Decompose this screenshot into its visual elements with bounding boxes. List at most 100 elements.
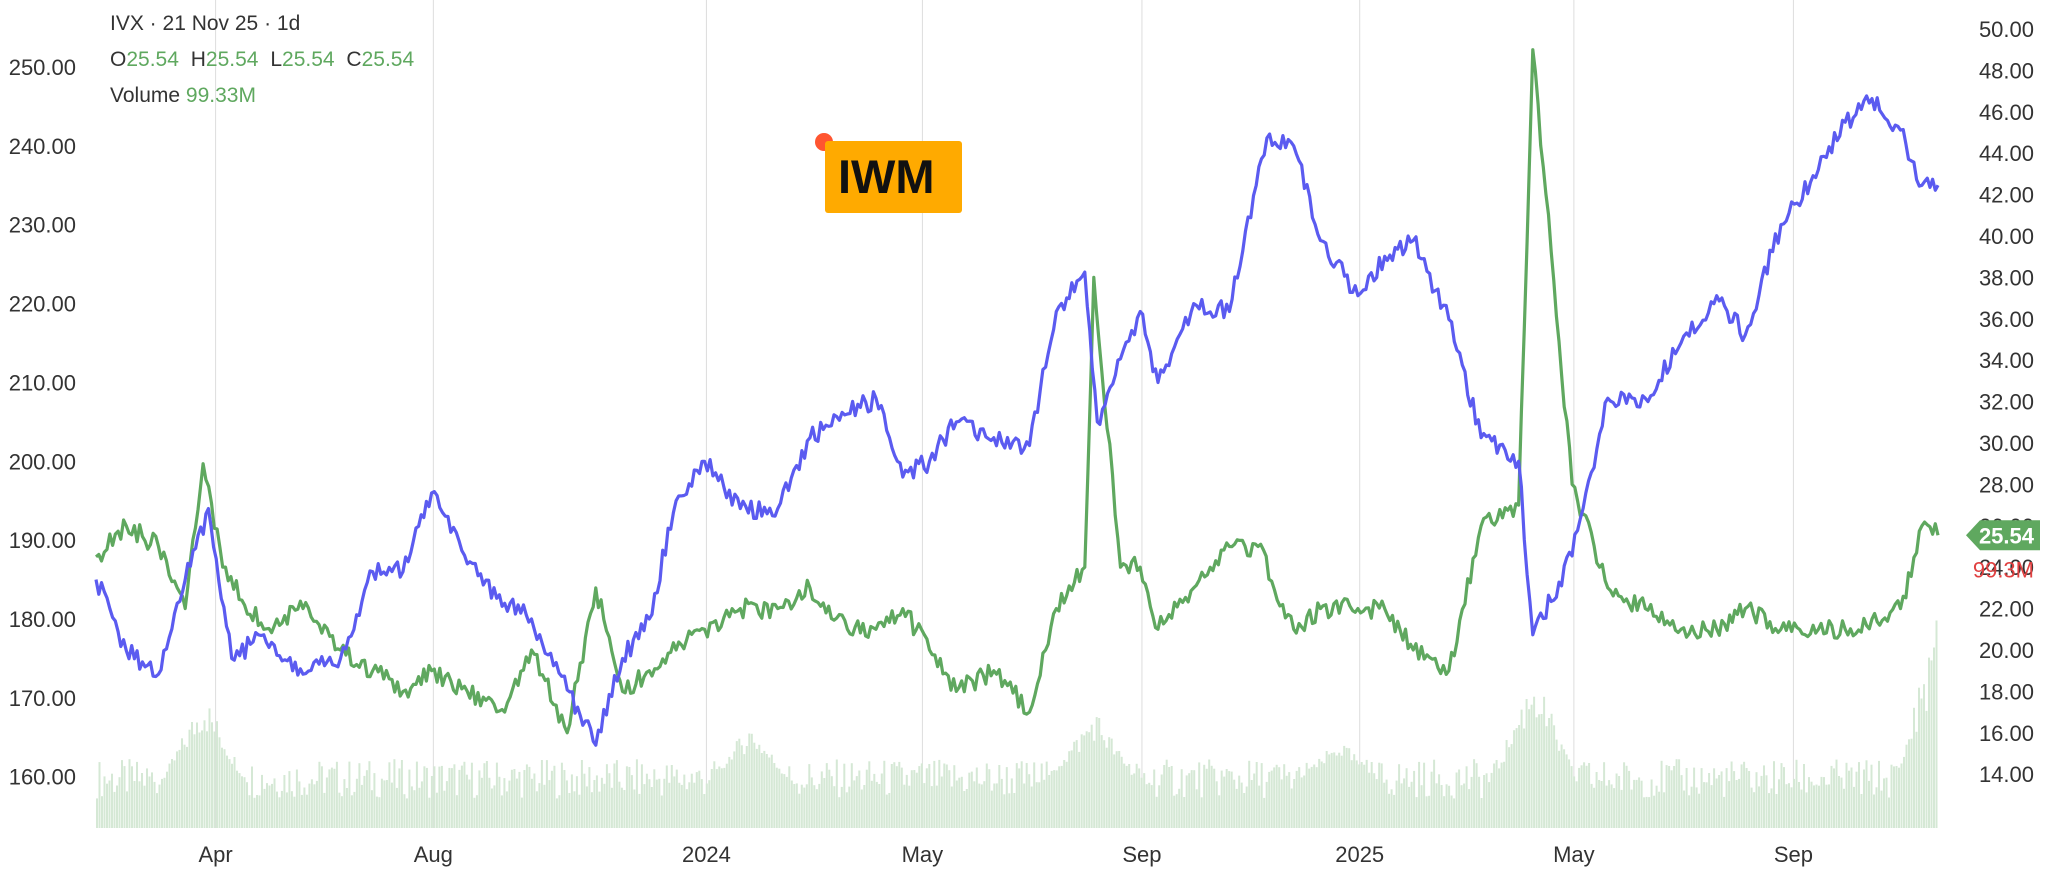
volume-bar	[688, 782, 691, 828]
volume-bar	[1345, 747, 1348, 828]
volume-bar	[540, 760, 543, 828]
left-axis-tick-5: 210.00	[9, 370, 76, 395]
volume-bar	[1035, 782, 1038, 828]
volume-bar	[151, 772, 153, 828]
volume-bar	[1243, 793, 1246, 828]
volume-bar	[1558, 750, 1561, 828]
volume-bar	[465, 774, 468, 828]
volume-bar	[1865, 760, 1868, 828]
volume-bar	[133, 781, 136, 828]
volume-bar	[108, 780, 111, 828]
volume-bar	[1438, 774, 1441, 828]
volume-bar	[1363, 764, 1366, 828]
x-axis: Apr Aug 2024 May Sep 2025 May Sep	[198, 842, 1813, 867]
volume-bar	[1853, 786, 1855, 828]
volume-bar	[1003, 794, 1006, 828]
volume-bar	[823, 778, 826, 828]
volume-bar	[880, 773, 883, 828]
volume-bar	[988, 769, 991, 828]
volume-bar	[853, 780, 856, 828]
symbol-badge[interactable]: IWM	[825, 141, 962, 213]
volume-bar	[1900, 763, 1903, 828]
volume-bar	[1248, 760, 1251, 828]
volume-bar	[106, 783, 108, 828]
volume-bar	[1715, 778, 1718, 828]
volume-bar	[778, 768, 781, 828]
volume-bar	[166, 771, 168, 828]
volume-bar	[715, 769, 718, 828]
volume-bar	[1453, 798, 1456, 828]
volume-bar	[1875, 787, 1878, 828]
volume-bar	[548, 780, 551, 828]
volume-bar	[490, 788, 493, 828]
volume-bar	[1475, 763, 1478, 828]
volume-bar	[1268, 771, 1271, 828]
volume-bar	[993, 783, 996, 828]
volume-bar	[1348, 748, 1351, 828]
volume-bar	[1153, 769, 1156, 828]
volume-bar	[1888, 797, 1890, 828]
volume-bar	[720, 768, 723, 828]
volume-bar	[610, 787, 613, 828]
volume-bar	[1765, 775, 1768, 828]
volume-bar	[1895, 766, 1898, 828]
ohlc-value-high: 25.54	[205, 48, 259, 71]
volume-bar	[870, 780, 873, 828]
volume-bar	[290, 791, 293, 828]
volume-bar	[780, 773, 783, 828]
volume-bar	[1893, 766, 1895, 828]
volume-bar	[890, 764, 893, 828]
volume-bar	[156, 793, 158, 828]
volume-bar	[1653, 795, 1656, 828]
volume-bar	[1118, 751, 1121, 828]
volume-bar	[1430, 771, 1433, 828]
volume-bar	[1668, 766, 1671, 828]
volume-bar	[845, 792, 848, 828]
volume-bar	[765, 754, 768, 828]
volume-bar	[1608, 780, 1611, 828]
volume-bar	[1745, 768, 1748, 828]
volume-bar	[645, 773, 648, 828]
volume-bar	[233, 757, 236, 828]
ohlc-value-open: 25.54	[126, 48, 179, 71]
volume-bar	[965, 789, 968, 828]
volume-bar	[1583, 762, 1586, 828]
volume-bar	[650, 787, 653, 828]
volume-bar	[1638, 777, 1641, 828]
volume-bar	[1370, 762, 1373, 828]
volume-bar	[1170, 766, 1173, 828]
volume-bar	[1543, 696, 1546, 828]
volume-bar	[745, 746, 748, 828]
volume-bar	[1743, 761, 1746, 828]
volume-bar	[743, 754, 746, 828]
volume-bar	[538, 783, 541, 828]
volume-bar	[1280, 779, 1283, 828]
volume-bar	[1545, 726, 1548, 828]
volume-bar	[1930, 660, 1933, 828]
volume-bar	[1845, 762, 1848, 828]
volume-bar	[580, 760, 583, 828]
volume-bar	[146, 768, 148, 828]
volume-bar	[1738, 778, 1741, 828]
volume-bar	[858, 770, 861, 828]
volume-bar	[1010, 778, 1013, 828]
volume-bar	[658, 778, 661, 828]
volume-bar	[443, 790, 446, 828]
volume-bar	[500, 795, 503, 828]
volume-bar	[1458, 769, 1461, 828]
volume-bar	[1085, 731, 1088, 828]
volume-bar	[418, 787, 421, 828]
volume-bar	[1800, 789, 1803, 828]
volume-bar	[173, 760, 176, 828]
volume-bar	[1810, 781, 1813, 828]
volume-bar	[1463, 783, 1466, 828]
volume-bar	[1570, 766, 1573, 828]
right-axis-tick-5: 24.00	[1979, 555, 2034, 580]
volume-bar	[1808, 777, 1810, 828]
volume-bar	[748, 733, 751, 828]
volume-bar	[1395, 780, 1398, 828]
volume-bar	[1640, 780, 1643, 828]
volume-bar	[1303, 775, 1306, 828]
volume-bar	[1020, 761, 1023, 828]
volume-bar	[1178, 788, 1181, 828]
